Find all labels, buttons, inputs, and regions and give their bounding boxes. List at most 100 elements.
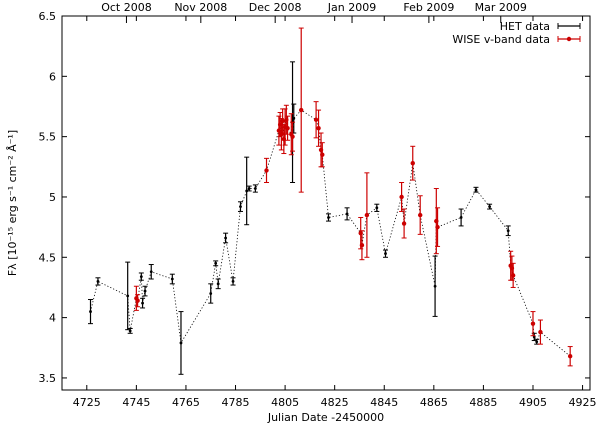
data-point	[417, 195, 423, 235]
point-marker	[530, 321, 536, 326]
point-marker	[320, 152, 325, 157]
data-point	[208, 283, 214, 304]
point-marker	[209, 292, 213, 295]
point-marker	[128, 329, 132, 333]
data-point	[401, 208, 407, 239]
data-point	[410, 145, 416, 181]
series-wise	[133, 27, 573, 367]
point-marker	[433, 284, 437, 288]
data-point	[399, 181, 405, 212]
point-marker	[170, 277, 174, 281]
point-marker	[285, 126, 290, 131]
series-het	[88, 61, 540, 375]
point-marker	[143, 289, 147, 293]
point-marker	[474, 188, 478, 192]
point-marker	[399, 194, 404, 200]
data-point	[95, 277, 101, 286]
data-point	[264, 157, 270, 183]
point-marker	[214, 261, 218, 265]
data-point	[223, 232, 229, 244]
data-point	[344, 207, 350, 221]
point-marker	[224, 236, 228, 240]
x-tick-label: 4925	[569, 396, 597, 409]
point-marker	[510, 273, 516, 278]
point-marker	[141, 301, 144, 305]
data-point	[169, 273, 175, 285]
point-marker	[179, 341, 183, 345]
x-tick-label: 4845	[370, 396, 398, 409]
data-point	[230, 277, 236, 286]
y-axis-label: Fλ [10⁻¹⁵ erg s⁻¹ cm⁻² Å⁻¹]	[6, 130, 19, 276]
legend-swatch-marker	[566, 36, 572, 42]
point-marker	[364, 212, 370, 218]
data-point	[316, 109, 322, 147]
x-tick-label: 4725	[73, 396, 101, 409]
y-tick-label: 6	[49, 70, 56, 83]
data-point	[148, 264, 154, 280]
data-point	[473, 186, 479, 193]
point-marker	[96, 280, 100, 283]
month-tick-label: Nov 2008	[174, 1, 227, 14]
point-marker	[359, 243, 365, 248]
data-point	[285, 115, 291, 141]
y-tick-label: 5	[49, 191, 56, 204]
point-marker	[231, 280, 235, 283]
point-marker	[459, 216, 463, 219]
point-marker	[384, 252, 387, 256]
x-tick-label: 4805	[271, 396, 299, 409]
connector-layer	[90, 109, 571, 357]
x-tick-label: 4745	[122, 396, 150, 409]
y-tick-label: 4	[49, 312, 56, 325]
point-marker	[126, 294, 130, 298]
data-point	[510, 262, 516, 288]
data-point	[135, 294, 141, 308]
data-point	[313, 101, 319, 139]
point-marker	[410, 160, 415, 166]
data-point	[127, 327, 133, 334]
series-layer	[88, 27, 573, 375]
data-point	[374, 203, 380, 212]
month-tick-label: Oct 2008	[101, 1, 152, 14]
data-point	[138, 272, 144, 281]
point-marker	[89, 310, 92, 313]
point-marker	[375, 206, 379, 210]
data-point	[567, 346, 573, 367]
point-marker	[535, 340, 539, 344]
point-marker	[435, 224, 440, 230]
point-marker	[316, 126, 321, 131]
point-marker	[538, 329, 543, 335]
point-marker	[488, 205, 492, 209]
point-marker	[401, 221, 407, 226]
x-axis-label: Julian Date -2450000	[267, 411, 384, 424]
data-point	[237, 201, 243, 212]
data-point	[530, 311, 536, 337]
point-marker	[253, 187, 257, 190]
data-point	[213, 260, 219, 267]
data-point	[382, 249, 388, 258]
x-tick-label: 4885	[469, 396, 497, 409]
y-tick-label: 6.5	[39, 10, 57, 23]
data-point	[458, 208, 464, 227]
y-tick-label: 3.5	[39, 372, 57, 385]
point-marker	[135, 298, 140, 303]
x-tick-label: 4765	[172, 396, 200, 409]
point-marker	[149, 270, 153, 274]
x-tick-label: 4825	[321, 396, 349, 409]
x-tick-label: 4905	[519, 396, 547, 409]
data-point	[246, 185, 252, 192]
data-point	[142, 285, 148, 297]
x-tick-label: 4785	[222, 396, 250, 409]
data-point	[178, 311, 184, 375]
point-marker	[264, 168, 269, 173]
point-marker	[313, 117, 319, 122]
data-point	[252, 184, 258, 193]
legend-label: HET data	[500, 20, 550, 33]
data-point	[298, 27, 304, 193]
data-point	[505, 225, 511, 237]
data-point	[290, 121, 296, 152]
data-point	[487, 203, 493, 210]
data-point	[325, 213, 331, 222]
point-marker	[327, 216, 330, 219]
